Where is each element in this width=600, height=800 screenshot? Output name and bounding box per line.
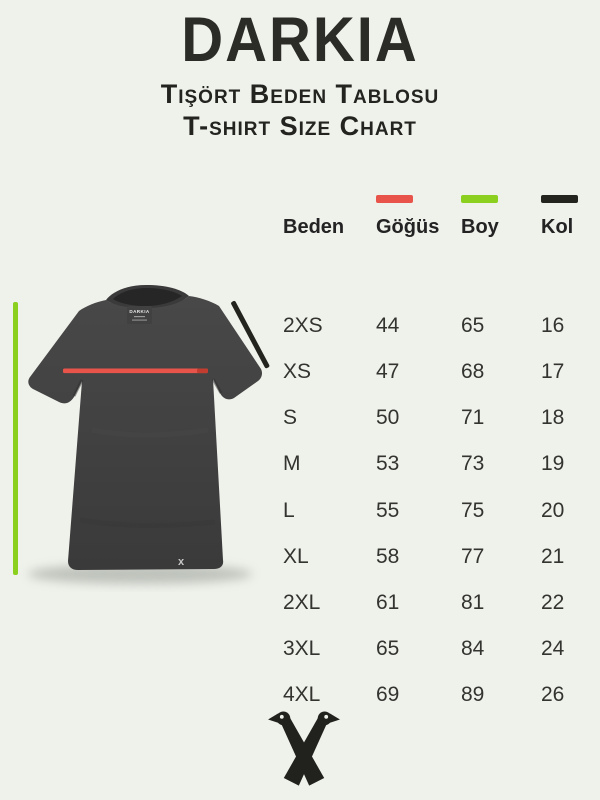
shirt-body — [28, 296, 262, 570]
neck-label-line2 — [132, 319, 147, 321]
length-cell: 73 — [461, 452, 485, 476]
table-row: XL 58 77 21 — [283, 533, 595, 579]
collar-opening — [113, 288, 182, 306]
size-cell: M — [283, 452, 301, 476]
size-cell: 2XS — [283, 313, 323, 337]
underarm-shadow-right — [211, 378, 223, 394]
size-table: Beden Göğüs Boy Kol 2XS — [283, 195, 595, 718]
table-row: L 55 75 20 — [283, 487, 595, 533]
length-cell: 65 — [461, 313, 485, 337]
column-header-length: Boy — [461, 216, 499, 238]
x-stroke-right — [283, 717, 328, 786]
table-body: 2XS 44 65 16 XS 47 68 17 S 50 71 18 M 53… — [283, 256, 595, 718]
header-gogus: Göğüs — [376, 195, 461, 237]
sleeve-cell: 18 — [541, 406, 565, 430]
sleeve-cell: 19 — [541, 452, 565, 476]
bird-head-right — [317, 711, 332, 726]
no-swatch — [283, 195, 320, 203]
length-cell: 77 — [461, 544, 485, 568]
table-row: 2XS 44 65 16 — [283, 302, 595, 348]
length-cell: 81 — [461, 590, 485, 614]
sleeve-cell: 17 — [541, 359, 565, 383]
table-row: 4XL 69 89 26 — [283, 672, 595, 718]
chest-measure-line — [63, 368, 208, 374]
chest-cell: 50 — [376, 406, 400, 430]
length-legend-swatch — [461, 195, 498, 203]
chest-cell: 65 — [376, 637, 400, 661]
sleeve-cell: 26 — [541, 683, 565, 707]
chest-cell: 53 — [376, 452, 400, 476]
chest-measure-line-tip — [197, 368, 208, 374]
column-header-sleeve: Kol — [541, 216, 574, 238]
subtitle-english: T-shirt Size Chart — [183, 111, 417, 141]
hem-logo-text: x — [178, 556, 185, 568]
length-cell: 84 — [461, 637, 485, 661]
size-cell: S — [283, 406, 298, 430]
length-measure-line — [13, 302, 18, 575]
column-header-chest: Göğüs — [376, 216, 440, 238]
size-cell: XS — [283, 359, 312, 383]
table-row — [283, 256, 595, 302]
underarm-shadow-left — [72, 379, 84, 397]
bird-beak-left — [268, 713, 280, 724]
sleeve-cell: 16 — [541, 313, 565, 337]
tshirt-illustration: DARKIA x — [28, 285, 262, 584]
subtitle-turkish: Tişört Beden Tablosu — [160, 79, 440, 109]
table-row: M 53 73 19 — [283, 441, 595, 487]
size-cell: 2XL — [283, 590, 321, 614]
chest-cell: 69 — [376, 683, 400, 707]
table-row: 3XL 65 84 24 — [283, 626, 595, 672]
header-boy: Boy — [461, 195, 541, 237]
neck-label-line — [134, 316, 145, 318]
length-cell: 71 — [461, 406, 485, 430]
chest-cell: 55 — [376, 498, 400, 522]
wrinkle-highlight — [91, 427, 209, 438]
neck-label-text: DARKIA — [129, 309, 150, 314]
chest-cell: 44 — [376, 313, 400, 337]
length-cell: 75 — [461, 498, 485, 522]
tshirt-photo: DARKIA x — [0, 280, 280, 600]
table-header-row: Beden Göğüs Boy Kol — [283, 195, 595, 237]
size-cell: 3XL — [283, 637, 321, 661]
brand-x-logo — [268, 711, 340, 786]
header-beden: Beden — [283, 195, 376, 237]
size-cell: L — [283, 498, 295, 522]
bird-beak-right — [328, 713, 340, 724]
chest-cell: 61 — [376, 590, 400, 614]
sleeve-cell: 24 — [541, 637, 565, 661]
chest-cell: 58 — [376, 544, 400, 568]
wrinkle-shadow — [79, 517, 216, 529]
sleeve-cell: 22 — [541, 590, 565, 614]
bird-head-left — [276, 711, 291, 726]
sleeve-legend-swatch — [541, 195, 578, 203]
sleeve-cell: 20 — [541, 498, 565, 522]
chest-legend-swatch — [376, 195, 413, 203]
sleeve-cell: 21 — [541, 544, 565, 568]
bird-eye-right — [324, 714, 329, 719]
length-cell: 89 — [461, 683, 485, 707]
table-row: XS 47 68 17 — [283, 348, 595, 394]
size-cell: 4XL — [283, 683, 321, 707]
brand-title: DARKIA — [181, 5, 419, 76]
table-row: S 50 71 18 — [283, 395, 595, 441]
column-header-size: Beden — [283, 216, 345, 238]
header-kol: Kol — [541, 195, 595, 237]
bird-eye-left — [279, 714, 284, 719]
length-cell: 68 — [461, 359, 485, 383]
size-cell: XL — [283, 544, 309, 568]
chest-cell: 47 — [376, 359, 400, 383]
table-row: 2XL 61 81 22 — [283, 579, 595, 625]
